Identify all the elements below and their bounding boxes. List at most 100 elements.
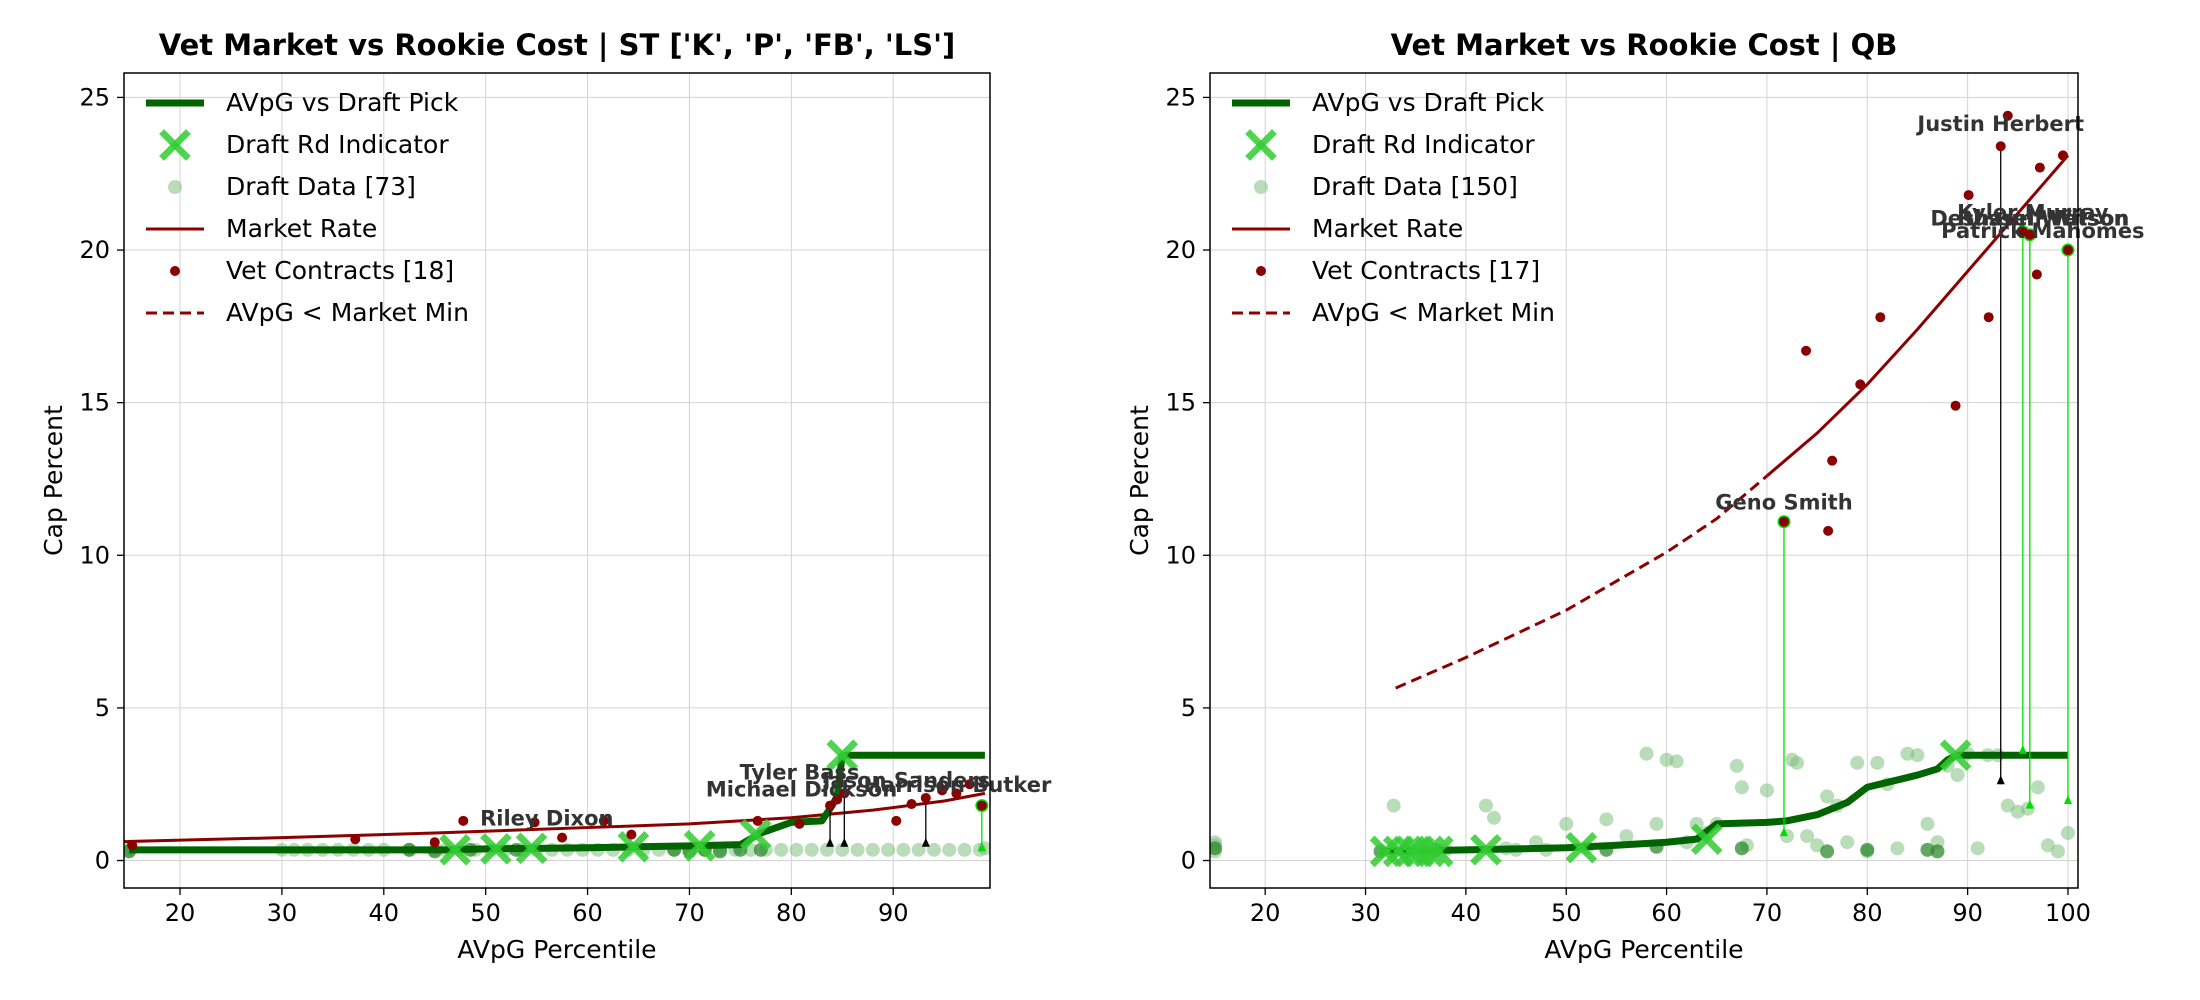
vet-contract-point	[839, 788, 850, 799]
draft-rd-marker	[1470, 834, 1502, 866]
legend-entry-label: AVpG < Market Min	[1312, 298, 1555, 327]
draft-data-point	[1930, 844, 1945, 859]
x-tick-label: 50	[470, 899, 501, 927]
draft-data-point	[865, 842, 880, 857]
vet-contract-point	[557, 832, 568, 843]
vet-contract-point	[920, 792, 931, 803]
draft-data-point	[926, 842, 941, 857]
vet-contract-point	[598, 815, 609, 826]
draft-data-point	[1850, 755, 1865, 770]
vet-contract-point	[2034, 162, 2045, 173]
draft-data-point	[2050, 844, 2065, 859]
vet-contract-point	[2002, 110, 2013, 121]
y-tick-label: 10	[79, 541, 110, 569]
chart-qb: Vet Market vs Rookie Cost | QB AVpG Perc…	[1125, 28, 2145, 964]
player-annotation: Justin Herbert	[1915, 112, 2084, 136]
legend-entry-label: Vet Contracts [18]	[226, 256, 454, 285]
axes-frame	[1209, 72, 2079, 889]
y-tick-label: 0	[95, 847, 110, 875]
x-tick-label: 80	[1852, 899, 1883, 927]
draft-data-point	[1478, 798, 1493, 813]
vet-contract-point	[458, 815, 469, 826]
draft-data-point	[1619, 829, 1634, 844]
draft-data-point	[957, 842, 972, 857]
legend-swatch-vet	[170, 266, 180, 276]
legend-entry-label: AVpG vs Draft Pick	[1312, 88, 1545, 117]
vet-contract-point	[964, 779, 975, 790]
legend: AVpG vs Draft Pick Draft Rd Indicator Draf…	[1232, 88, 1555, 327]
link-arrowhead	[921, 837, 930, 847]
player-annotation: Kyler Murray	[1957, 201, 2109, 225]
player-annotation: Geno Smith	[1715, 491, 1852, 515]
draft-data-point	[1820, 844, 1835, 859]
chart-title: Vet Market vs Rookie Cost | QB	[1391, 28, 1898, 62]
draft-rd-marker	[826, 739, 859, 772]
legend-entry-label: Draft Rd Indicator	[226, 130, 449, 159]
vet-contract-point	[937, 785, 948, 796]
draft-data-point	[1759, 783, 1774, 798]
draft-rd-marker	[515, 832, 548, 865]
draft-data-point	[1860, 842, 1875, 857]
legend: AVpG vs Draft Pick Draft Rd Indicator Draf…	[146, 88, 469, 327]
legend-swatch-draft-rd	[1245, 129, 1277, 161]
draft-rd-marker	[480, 833, 512, 865]
player-annotation: Michael Dickson	[706, 778, 897, 802]
legend-entry-label: AVpG vs Draft Pick	[226, 88, 459, 117]
y-tick-label: 5	[95, 694, 110, 722]
draft-data-point	[1970, 841, 1985, 856]
player-annotation: Russell Wilson	[1957, 207, 2129, 231]
vet-contract-point	[1827, 455, 1838, 466]
player-annotation: Deshaun Watson	[1930, 207, 2129, 231]
y-tick-label: 20	[1165, 236, 1196, 264]
y-tick-label: 15	[1165, 389, 1196, 417]
player-annotation: Jason Sanders	[821, 768, 991, 792]
draft-data-point	[1910, 748, 1925, 763]
draft-data-point	[1810, 838, 1825, 853]
x-tick-label: 90	[878, 899, 909, 927]
legend-swatch-draft-data	[168, 180, 182, 194]
y-tick-label: 25	[1165, 83, 1196, 111]
draft-rd-marker	[1412, 835, 1445, 868]
player-annotation: Patrick Mahomes	[1941, 219, 2144, 243]
x-tick-label: 50	[1551, 899, 1582, 927]
vet-contract-point	[2031, 269, 2042, 280]
vet-contract-point	[794, 818, 805, 829]
y-tick-label: 0	[1181, 847, 1196, 875]
vet-contract-point	[1855, 379, 1866, 390]
link-arrowhead	[977, 842, 986, 852]
x-tick-label: 70	[1752, 899, 1783, 927]
draft-rd-marker	[1565, 831, 1598, 864]
draft-data-point	[1950, 768, 1965, 783]
draft-rd-marker	[1421, 835, 1454, 868]
y-tick-label: 5	[1181, 694, 1196, 722]
y-tick-label: 15	[79, 389, 110, 417]
draft-data-point	[1599, 812, 1614, 827]
x-tick-label: 40	[1451, 899, 1482, 927]
legend-entry-label: Draft Rd Indicator	[1312, 130, 1535, 159]
draft-data-point	[2040, 838, 2055, 853]
draft-data-point	[1870, 755, 1885, 770]
draft-data-point	[2060, 826, 2075, 841]
draft-data-point	[1729, 758, 1744, 773]
vet-contract-point	[2024, 229, 2035, 240]
draft-data-point	[1820, 789, 1835, 804]
x-tick-label: 60	[572, 899, 603, 927]
draft-data-point	[942, 842, 957, 857]
draft-data-point	[1210, 841, 1223, 856]
y-tick-label: 25	[79, 83, 110, 111]
vet-contract-point	[529, 817, 540, 828]
link-arrowhead	[2018, 744, 2027, 754]
vet-contract-point	[2062, 245, 2073, 256]
vet-contract-point	[1963, 190, 1974, 201]
vet-contract-point	[429, 837, 440, 848]
x-tick-label: 40	[369, 899, 400, 927]
draft-data-point	[1386, 798, 1401, 813]
vet-contract-point	[1875, 312, 1886, 323]
player-annotation: Riley Dixon	[480, 807, 613, 831]
vet-contract-point	[626, 829, 637, 840]
draft-data-point	[804, 842, 819, 857]
link-arrowhead	[840, 837, 849, 847]
draft-data-point	[1840, 835, 1855, 850]
draft-rd-marker	[617, 830, 650, 863]
